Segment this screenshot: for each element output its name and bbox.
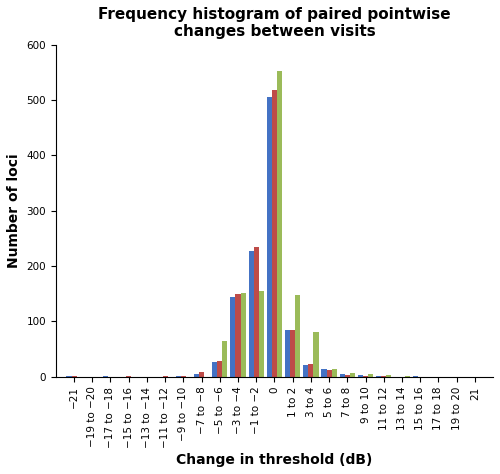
Bar [386, 375, 392, 377]
Bar [314, 332, 318, 377]
Bar [176, 376, 181, 377]
Bar [103, 376, 108, 377]
Bar [368, 374, 373, 377]
Bar [272, 90, 277, 377]
Bar [363, 376, 368, 377]
Bar [240, 292, 246, 377]
Bar [303, 365, 308, 377]
Bar [332, 369, 337, 377]
Bar [381, 376, 386, 377]
Bar [212, 362, 217, 377]
Bar [248, 251, 254, 377]
X-axis label: Change in threshold (dB): Change in threshold (dB) [176, 453, 372, 467]
Bar [66, 376, 71, 377]
Bar [322, 369, 326, 377]
Bar [295, 295, 300, 377]
Bar [285, 330, 290, 377]
Bar [290, 330, 295, 377]
Bar [254, 247, 259, 377]
Bar [162, 376, 168, 377]
Bar [199, 373, 204, 377]
Bar [277, 71, 282, 377]
Bar [222, 341, 228, 377]
Bar [308, 364, 314, 377]
Bar [358, 375, 363, 377]
Y-axis label: Number of loci: Number of loci [7, 154, 21, 268]
Bar [72, 376, 76, 377]
Bar [345, 374, 350, 377]
Bar [326, 370, 332, 377]
Bar [236, 294, 240, 377]
Bar [126, 376, 132, 377]
Bar [412, 376, 418, 377]
Bar [181, 376, 186, 377]
Bar [376, 376, 381, 377]
Bar [259, 291, 264, 377]
Bar [340, 374, 345, 377]
Bar [267, 97, 272, 377]
Bar [350, 373, 355, 377]
Title: Frequency histogram of paired pointwise
changes between visits: Frequency histogram of paired pointwise … [98, 7, 451, 39]
Bar [230, 297, 235, 377]
Bar [404, 376, 409, 377]
Bar [194, 374, 199, 377]
Bar [217, 361, 222, 377]
